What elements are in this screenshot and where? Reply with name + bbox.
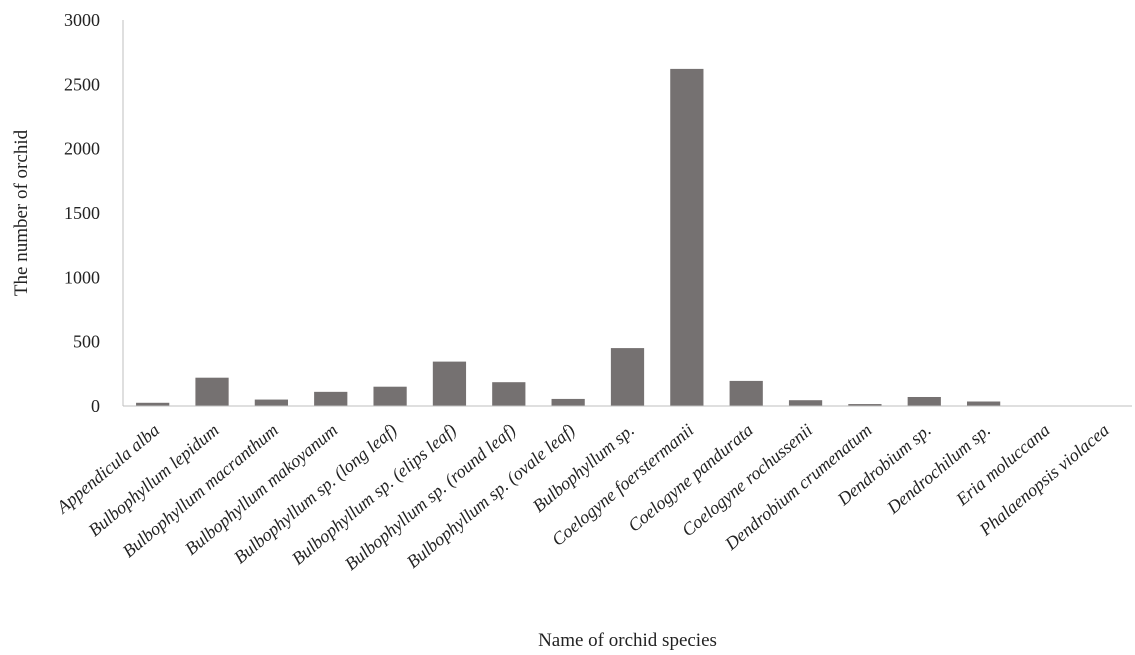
bar — [966, 401, 1001, 406]
y-axis-ticks: 0 500 1000 1500 2000 2500 3000 — [64, 10, 100, 416]
x-axis-title: Name of orchid species — [538, 630, 717, 651]
bar — [788, 400, 823, 406]
bar — [314, 391, 348, 406]
y-tick-label: 3000 — [64, 10, 100, 30]
y-axis-title: The number of orchid — [11, 129, 32, 296]
y-tick-label: 2500 — [64, 74, 100, 94]
x-category-label: Dendrochilum sp. — [882, 420, 994, 518]
bars — [136, 68, 1119, 407]
x-category-label: Appendicula alba — [52, 420, 163, 518]
y-tick-label: 1500 — [64, 203, 100, 223]
y-tick-label: 500 — [73, 332, 100, 352]
bar — [373, 386, 407, 406]
bar — [195, 377, 229, 406]
bar — [610, 348, 645, 406]
y-tick-label: 0 — [91, 396, 100, 416]
bar — [551, 398, 585, 406]
bar — [848, 404, 882, 406]
bar — [254, 399, 289, 406]
bar — [492, 382, 526, 406]
bar — [432, 361, 467, 406]
y-tick-label: 2000 — [64, 139, 100, 159]
bar — [670, 68, 704, 406]
y-tick-label: 1000 — [64, 267, 100, 287]
x-category-label: Bulbophyllum sp. — [529, 420, 638, 516]
bar — [729, 380, 763, 406]
bar — [136, 402, 170, 406]
bar — [907, 396, 941, 406]
